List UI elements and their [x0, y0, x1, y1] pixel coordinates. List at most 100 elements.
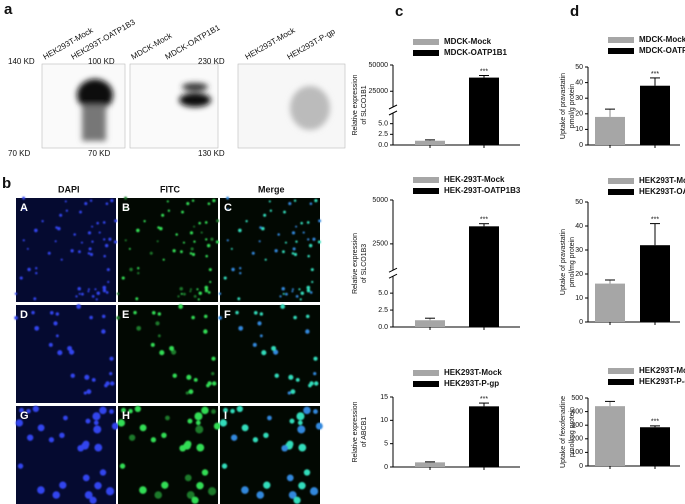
cell	[105, 487, 115, 496]
cell	[300, 291, 305, 295]
axis-break	[388, 110, 398, 116]
cell	[312, 237, 316, 241]
cell	[84, 202, 88, 206]
y-tick-label: 40	[575, 223, 583, 230]
cell	[156, 240, 159, 243]
cell	[53, 321, 58, 326]
cell	[219, 419, 228, 427]
cell	[218, 292, 222, 295]
cell	[277, 233, 280, 236]
panel-label: a	[4, 1, 13, 18]
cell	[82, 474, 90, 482]
cell	[73, 233, 76, 236]
cell	[110, 381, 115, 386]
cell	[306, 221, 310, 224]
cell	[35, 271, 38, 275]
cell	[193, 294, 197, 298]
cell	[314, 381, 319, 386]
cell	[204, 288, 209, 293]
y-tick-label: 0.0	[378, 142, 388, 149]
cell	[91, 240, 94, 243]
cell	[263, 432, 269, 439]
cell	[34, 228, 38, 233]
cell	[205, 238, 208, 241]
cell	[186, 202, 190, 206]
cell	[175, 233, 178, 236]
cell	[307, 238, 310, 241]
cell	[34, 325, 40, 331]
cell	[65, 209, 69, 212]
cell	[108, 237, 112, 241]
cell	[231, 267, 235, 272]
cell	[299, 298, 302, 301]
cell	[314, 199, 318, 203]
cell	[238, 325, 244, 331]
cell	[239, 271, 242, 275]
cell	[283, 210, 286, 214]
cell	[172, 373, 177, 378]
cell	[237, 297, 241, 301]
cell	[191, 252, 196, 257]
cell	[286, 440, 294, 448]
cell	[205, 254, 208, 258]
cell	[166, 200, 169, 203]
cell	[303, 406, 311, 415]
cell	[178, 304, 184, 309]
significance: ***	[651, 71, 659, 78]
cells	[15, 405, 119, 504]
cell	[177, 295, 180, 298]
cell	[99, 406, 107, 415]
cell	[195, 420, 201, 426]
cell	[189, 252, 193, 255]
y-tick-label: 10	[575, 126, 583, 133]
cell	[154, 491, 163, 499]
cell	[165, 415, 170, 421]
y-tick-label: 25000	[369, 88, 389, 95]
micrograph	[16, 198, 116, 302]
cell	[59, 213, 63, 217]
cell	[187, 418, 193, 424]
cell	[128, 408, 133, 414]
cell	[261, 350, 267, 356]
cell	[159, 350, 165, 356]
cell	[295, 225, 298, 228]
legend-label: MDCK-OATP1B1	[639, 46, 685, 55]
y-axis-label: Uptake of fexofenadine	[560, 396, 567, 468]
cells	[14, 304, 115, 395]
y-axis-label: Relative expression	[352, 401, 359, 462]
band	[182, 83, 208, 91]
cells	[116, 304, 217, 395]
cell	[291, 290, 294, 293]
cell	[281, 286, 285, 291]
cell	[95, 298, 98, 301]
cell	[91, 377, 96, 382]
cell	[281, 444, 288, 452]
cell	[296, 412, 305, 421]
cell	[94, 443, 103, 452]
cell	[33, 297, 37, 301]
cells	[218, 196, 322, 301]
cell	[259, 334, 263, 338]
cell	[26, 247, 29, 250]
cell	[282, 250, 285, 254]
cell	[91, 225, 94, 228]
significance: ***	[480, 217, 488, 224]
cell	[19, 276, 23, 280]
cell	[128, 247, 131, 250]
y-axis-label: of SLCO1B3	[361, 244, 368, 283]
cell	[309, 291, 313, 294]
cell	[102, 288, 107, 293]
cell	[92, 412, 101, 421]
cell	[207, 487, 217, 496]
bar	[469, 226, 499, 327]
cell	[273, 349, 279, 355]
cell	[204, 285, 209, 290]
cell	[102, 285, 107, 290]
cells	[218, 304, 319, 395]
cell	[216, 219, 220, 223]
blot-image	[129, 63, 219, 149]
cell	[209, 280, 212, 284]
cell	[143, 220, 146, 223]
micrograph	[118, 305, 218, 403]
